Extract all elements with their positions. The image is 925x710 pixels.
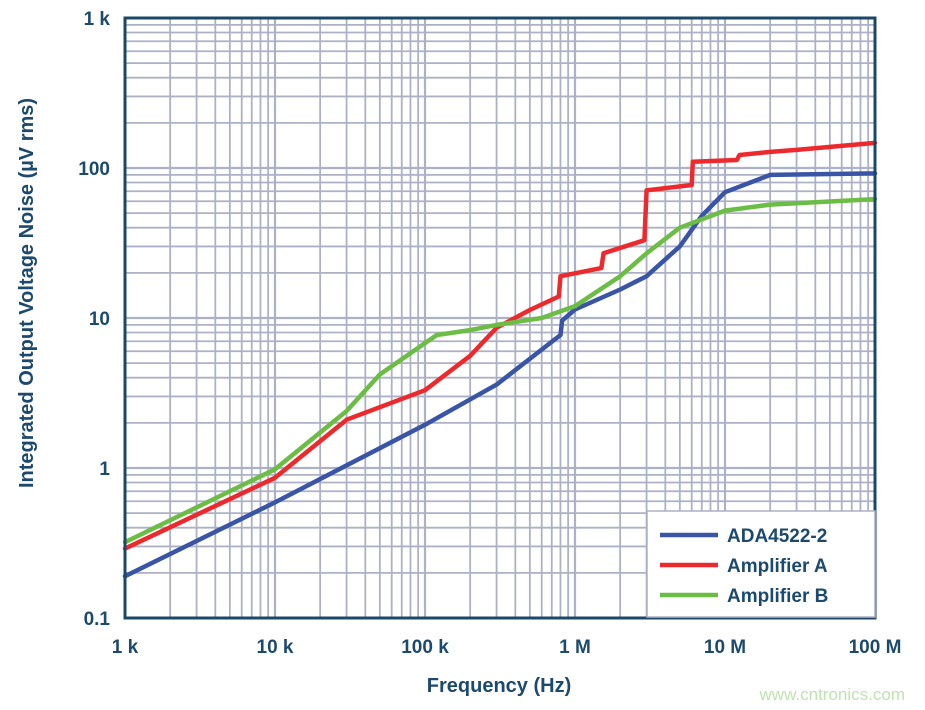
series-line-ada4522-2 bbox=[122, 171, 878, 579]
series-lines bbox=[122, 140, 878, 579]
legend-label: Amplifier B bbox=[727, 586, 828, 607]
watermark: www.cntronics.com bbox=[759, 685, 905, 704]
y-tick-label: 10 bbox=[89, 309, 110, 330]
axes bbox=[123, 16, 877, 620]
plot-frame bbox=[123, 16, 877, 620]
y-tick-label: 1 k bbox=[84, 9, 111, 30]
x-axis-label: Frequency (Hz) bbox=[427, 675, 571, 697]
y-tick-label: 1 bbox=[99, 459, 110, 480]
y-tick-label: 100 bbox=[78, 159, 110, 180]
tick-labels: 1 k 10 k 100 k 1 M 10 M 100 M 0.1 1 10 100 1 k bbox=[78, 9, 901, 658]
series-line-amplifier-b bbox=[122, 196, 878, 545]
legend-label: ADA4522-2 bbox=[727, 526, 827, 547]
x-tick-label: 1 M bbox=[559, 637, 591, 658]
y-tick-label: 0.1 bbox=[84, 609, 111, 630]
x-tick-label: 10 k bbox=[257, 637, 294, 658]
legend: ADA4522-2 Amplifier A Amplifier B bbox=[646, 510, 876, 618]
x-tick-label: 1 k bbox=[112, 637, 139, 658]
x-tick-label: 100 M bbox=[849, 637, 902, 658]
x-tick-label: 100 k bbox=[401, 637, 449, 658]
legend-label: Amplifier A bbox=[727, 556, 828, 577]
y-axis-label: Integrated Output Voltage Noise (µV rms) bbox=[16, 98, 38, 488]
x-tick-label: 10 M bbox=[704, 637, 746, 658]
series-line-amplifier-a bbox=[122, 140, 878, 551]
